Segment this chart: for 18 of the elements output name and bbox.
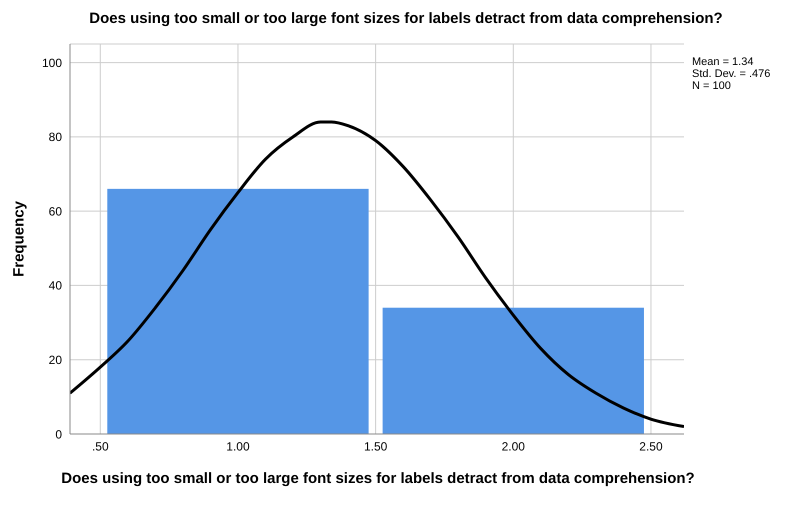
y-axis-title: Frequency <box>10 200 28 277</box>
x-tick-label: 2.00 <box>502 440 526 454</box>
text: Mean = 1.34 <box>692 56 754 68</box>
y-tick-label: 80 <box>48 130 62 144</box>
y-tick-label: 40 <box>48 278 62 293</box>
x-tick-label: 1.00 <box>226 440 250 454</box>
x-tick-label: .50 <box>92 440 109 454</box>
y-tick-label: 0 <box>55 427 62 442</box>
y-tick-label: 100 <box>42 56 62 70</box>
line-series <box>70 120 684 428</box>
chart-title: Does using too small or too large font sizes for labels detract from data comprehension? <box>88 9 724 29</box>
y-tick-label: 20 <box>48 352 62 367</box>
x-tick-label: 2.50 <box>639 440 663 454</box>
text: Std. Dev. = .476 <box>692 68 770 80</box>
x-tick-label: 1.50 <box>364 440 388 454</box>
y-tick-label: 60 <box>48 204 62 218</box>
x-axis-title: Does using too small or too large font sizes for labels detract from data comprehension? <box>60 470 696 487</box>
text: N = 100 <box>692 80 732 92</box>
